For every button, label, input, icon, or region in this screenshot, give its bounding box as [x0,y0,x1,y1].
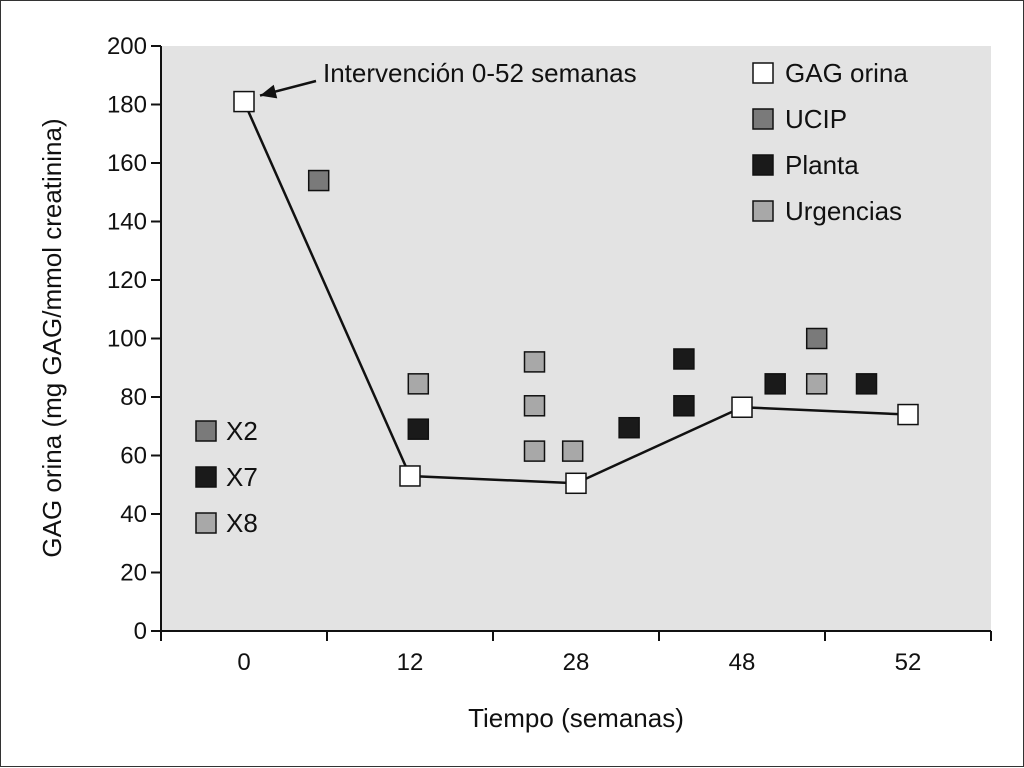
series-ucip [307,169,828,350]
data-point-gag-orina [897,403,919,426]
y-tick-label: 60 [120,443,147,470]
x-tick-label: 52 [895,649,922,676]
x-tick-label: 48 [729,649,756,676]
data-point-urgencias [523,351,546,373]
legend-label-gag-orina: GAG orina [785,58,908,88]
data-point-planta [618,416,640,439]
legend-swatch-gag-orina [752,62,774,84]
plot-area [161,46,991,631]
y-tick-label: 160 [107,150,147,177]
annotation-text: Intervención 0-52 semanas [323,58,637,88]
data-point-urgencias [407,373,430,395]
series-planta [407,348,878,440]
dose-swatch-x8 [195,512,217,534]
dose-label-x8: X8 [226,508,258,538]
x-tick-label: 0 [237,649,250,676]
data-point-gag-orina [233,90,255,113]
data-point-planta [673,348,695,370]
data-point-planta [407,418,430,440]
annotation-arrowhead [260,84,278,99]
data-point-planta [673,395,695,417]
dose-legend: X2 X7 X8 [195,416,258,538]
data-point-ucip [307,169,330,192]
dose-label-x2: X2 [226,416,258,446]
y-tick-label: 0 [134,618,147,645]
data-point-urgencias [561,440,584,462]
x-tick-label: 28 [563,649,590,676]
dose-swatch-x7 [195,466,217,488]
y-tick-label: 120 [107,267,147,294]
legend-swatch-planta [752,154,774,176]
data-point-urgencias [523,395,546,417]
data-point-planta [764,373,786,395]
series-gag-orina [233,90,919,495]
data-point-ucip [805,327,828,350]
y-tick-label: 100 [107,326,147,353]
legend-swatch-ucip [752,108,774,130]
legend: GAG orina UCIP Planta Urgencias [752,58,908,226]
y-axis-title: GAG orina (mg GAG/mmol creatinina) [37,118,67,557]
data-point-planta [855,373,878,395]
legend-label-ucip: UCIP [785,104,847,134]
data-point-gag-orina [565,472,587,495]
y-tick-label: 20 [120,560,147,587]
legend-label-planta: Planta [785,150,859,180]
y-tick-label: 180 [107,92,147,119]
dose-label-x7: X7 [226,462,258,492]
data-point-gag-orina [399,465,421,487]
data-point-urgencias [523,440,546,462]
y-tick-label: 200 [107,33,147,60]
dose-swatch-x2 [195,420,217,442]
x-tick-label: 12 [397,649,424,676]
series-urgencias [407,351,828,462]
x-axis-title: Tiempo (semanas) [468,703,684,733]
legend-label-urgencias: Urgencias [785,196,902,226]
y-tick-label: 140 [107,209,147,236]
data-point-gag-orina [731,396,753,418]
y-tick-label: 40 [120,501,147,528]
data-point-urgencias [805,373,828,395]
y-tick-label: 80 [120,384,147,411]
legend-swatch-urgencias [752,200,774,222]
